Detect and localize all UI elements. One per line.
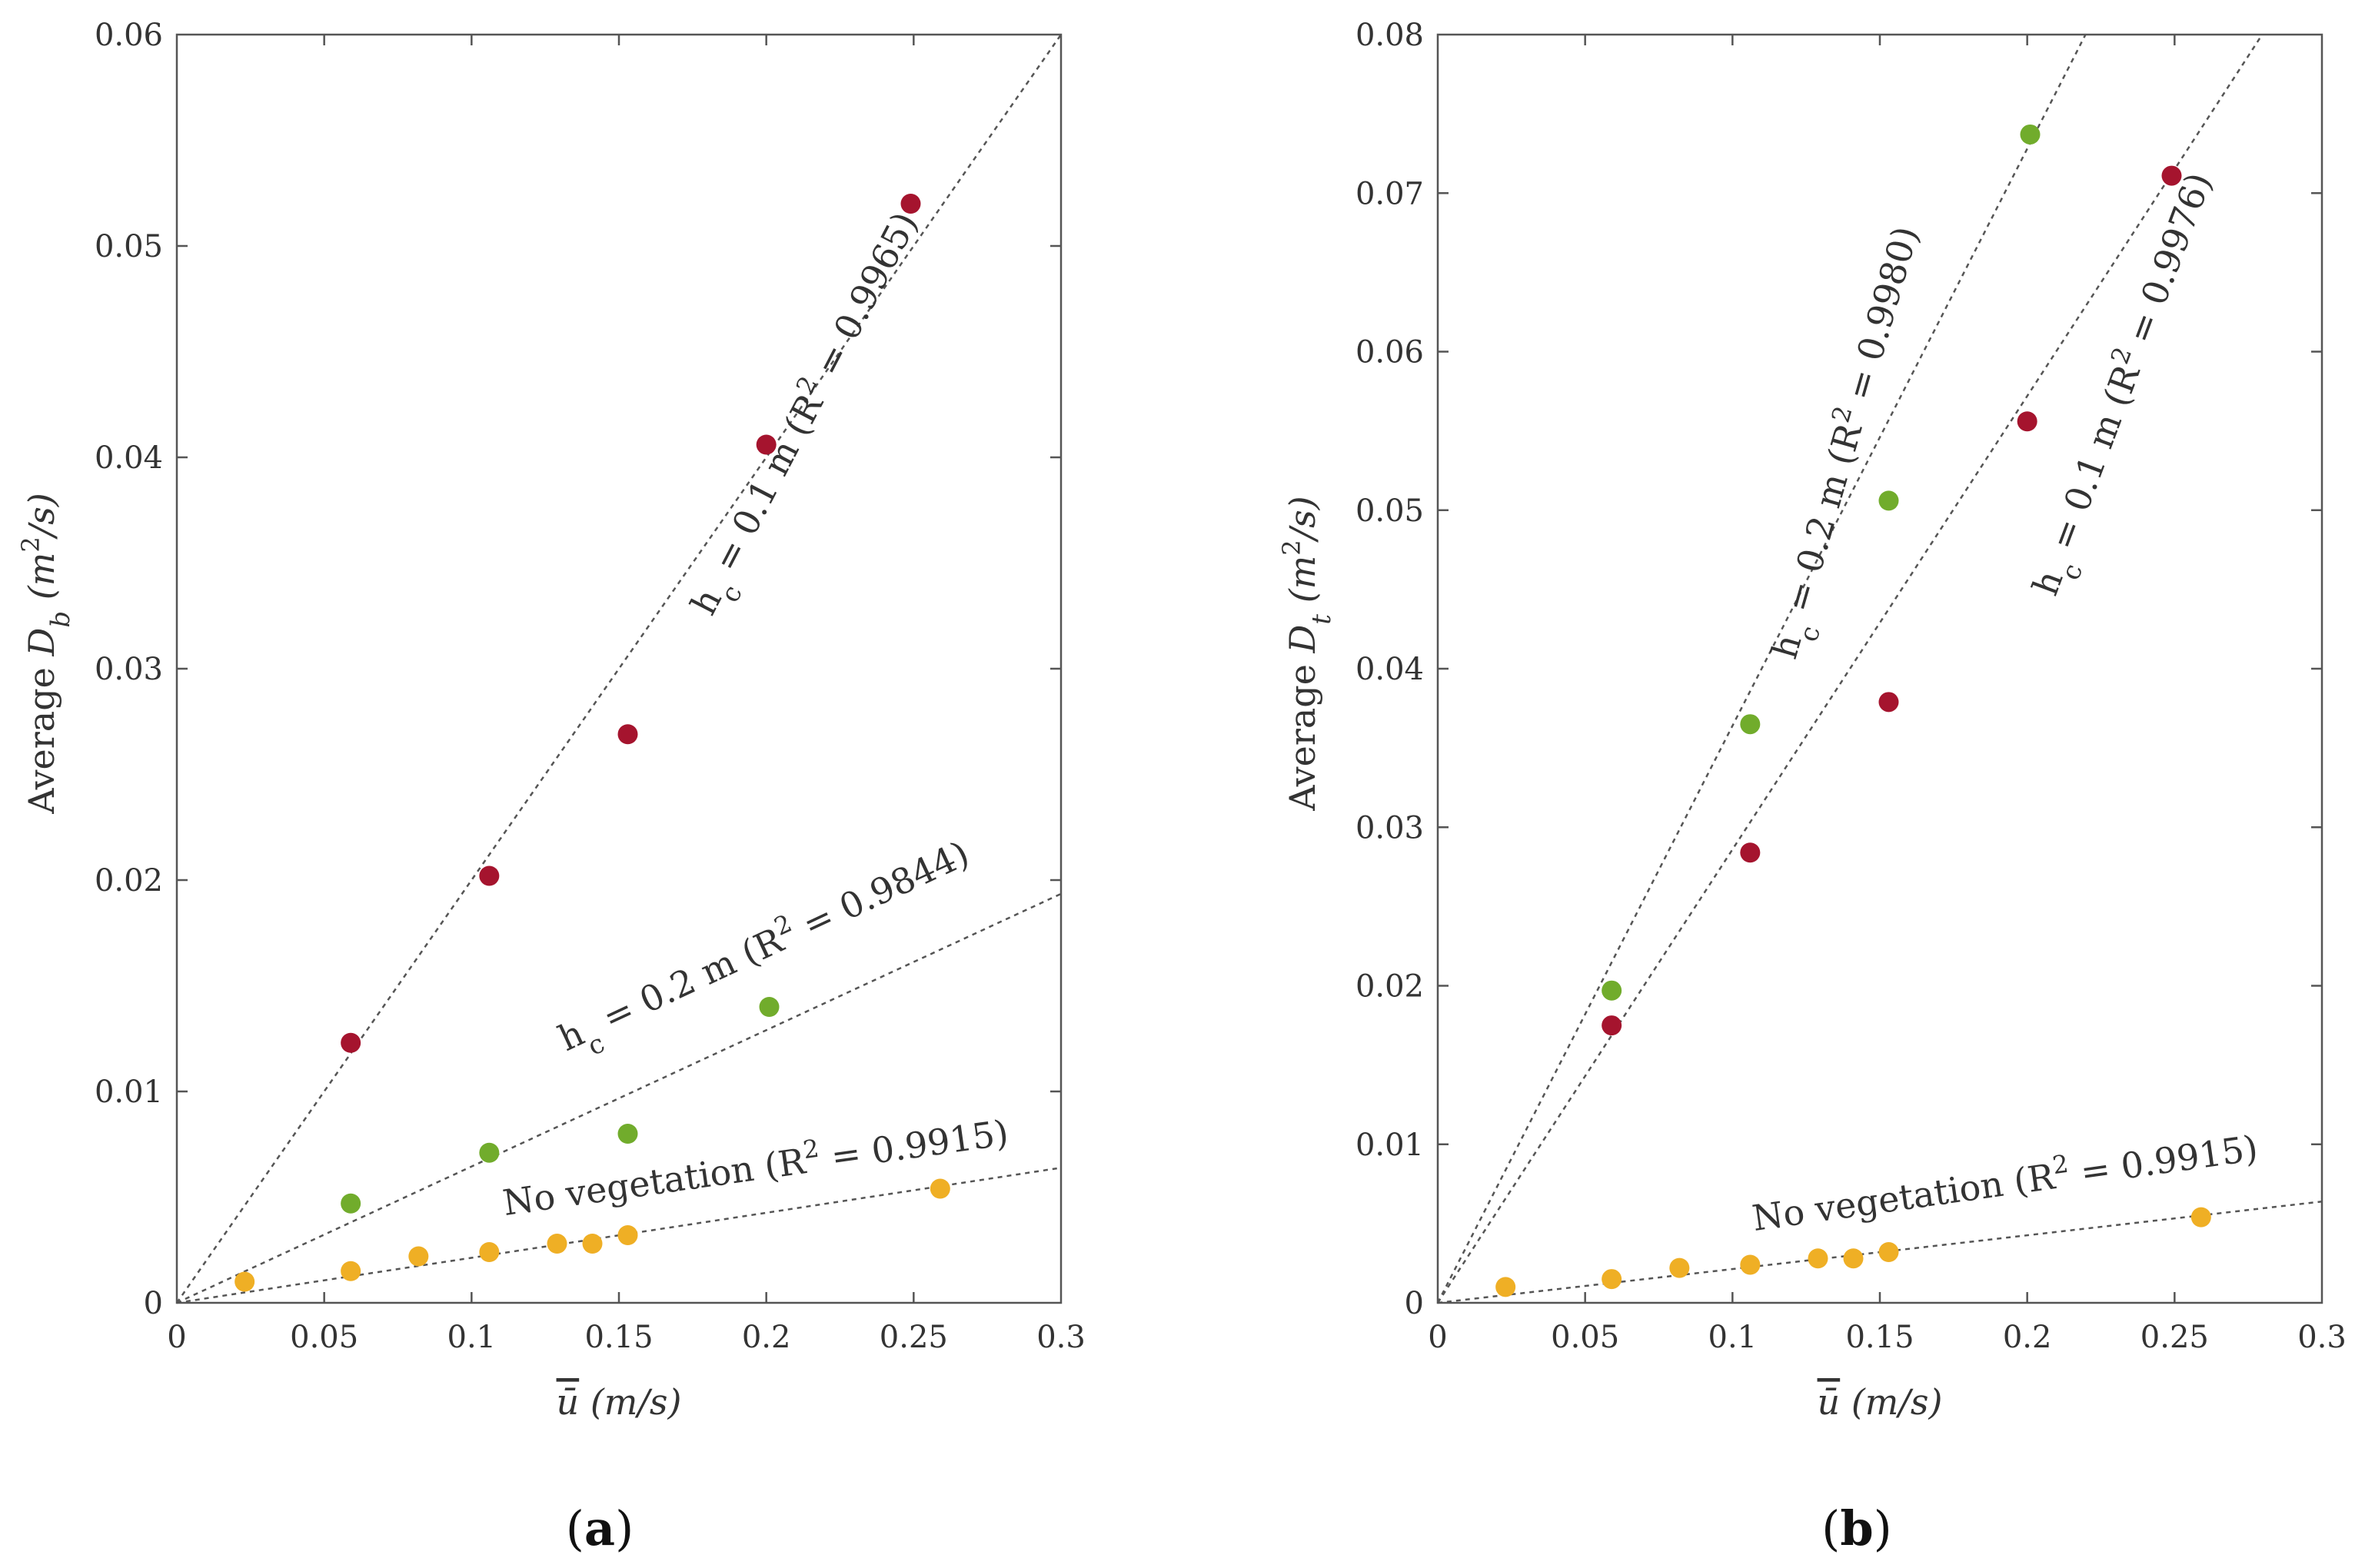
x-tick-label: 0.25 bbox=[2140, 1320, 2209, 1355]
y-tick-label: 0.04 bbox=[1355, 652, 1424, 687]
data-point-series-1 bbox=[341, 1032, 361, 1053]
data-point-series-3 bbox=[1843, 1248, 1864, 1269]
data-point-series-3 bbox=[617, 1225, 638, 1245]
x-tick-label: 0.05 bbox=[290, 1320, 358, 1355]
fit-label-1: hc = 0.1 m (R2 = 0.9976) bbox=[2020, 165, 2233, 606]
y-tick-label: 0.05 bbox=[95, 229, 163, 264]
data-point-series-3 bbox=[1878, 1242, 1899, 1262]
y-tick-label: 0.02 bbox=[1355, 969, 1424, 1005]
data-point-series-1 bbox=[1740, 842, 1761, 863]
y-tick-label: 0.05 bbox=[1355, 493, 1424, 529]
chart-panel-b: 0 0.05 0.1 0.15 0.2 0.25 0.3 0 0.01 0.02 0.03 0.04 0… bbox=[1277, 18, 2347, 1556]
y-tick-label: 0.03 bbox=[1355, 810, 1424, 845]
y-tick-label: 0 bbox=[1405, 1286, 1424, 1321]
x-tick-label: 0.15 bbox=[584, 1320, 653, 1355]
x-tick-label: 0.3 bbox=[1036, 1320, 1086, 1355]
x-tick-label: 0.1 bbox=[1708, 1320, 1758, 1355]
data-point-series-1 bbox=[617, 724, 638, 745]
data-point-series-1 bbox=[1878, 692, 1899, 713]
fit-label-2: hc = 0.2 m (R2 = 0.9844) bbox=[550, 829, 981, 1072]
y-tick-label: 0.06 bbox=[95, 18, 163, 53]
fit-line-2 bbox=[1436, 34, 2087, 1304]
y-tick-label: 0.01 bbox=[95, 1075, 163, 1110]
data-point-series-3 bbox=[547, 1234, 567, 1254]
data-point-series-2 bbox=[617, 1124, 638, 1144]
chart-panel-a: 0 0.05 0.1 0.15 0.2 0.25 0.3 0 0.01 0.02 0.03 0.04 0… bbox=[16, 18, 1086, 1556]
fit-line-2 bbox=[176, 892, 1062, 1304]
x-tick-label: 0.2 bbox=[742, 1320, 791, 1355]
data-point-series-3 bbox=[408, 1246, 429, 1267]
fit-label-3: No vegetation (R2 = 0.9915) bbox=[1749, 1122, 2260, 1239]
data-point-series-2 bbox=[1602, 980, 1622, 1001]
panel-label: (b) bbox=[1821, 1500, 1892, 1556]
data-point-series-3 bbox=[1669, 1257, 1690, 1278]
data-point-series-2 bbox=[1740, 714, 1761, 735]
fit-line-1 bbox=[175, 34, 1063, 1304]
y-tick-label: 0.08 bbox=[1355, 18, 1424, 53]
x-tick-label: 0.1 bbox=[447, 1320, 497, 1355]
data-point-series-1 bbox=[479, 865, 500, 886]
data-point-series-2 bbox=[1878, 490, 1899, 511]
data-point-series-3 bbox=[1808, 1248, 1828, 1269]
data-point-series-3 bbox=[479, 1242, 500, 1262]
data-point-series-3 bbox=[930, 1178, 950, 1199]
y-tick-label: 0.06 bbox=[1355, 335, 1424, 370]
data-point-series-3 bbox=[235, 1271, 255, 1292]
fit-label-3: No vegetation (R2 = 0.9915) bbox=[500, 1107, 1011, 1224]
y-tick-label: 0 bbox=[144, 1286, 163, 1321]
x-tick-label: 0 bbox=[1428, 1320, 1447, 1355]
data-point-series-3 bbox=[1740, 1254, 1761, 1275]
x-tick-label: 0.15 bbox=[1845, 1320, 1914, 1355]
x-tick-label: 0.25 bbox=[880, 1320, 948, 1355]
data-point-series-3 bbox=[1602, 1269, 1622, 1290]
y-tick-label: 0.04 bbox=[95, 440, 163, 476]
x-tick-label: 0.2 bbox=[2003, 1320, 2052, 1355]
y-tick-label: 0.07 bbox=[1355, 176, 1424, 211]
y-tick-label: 0.01 bbox=[1355, 1128, 1424, 1163]
y-tick-label: 0.03 bbox=[95, 652, 163, 687]
y-axis-label: Average Db (m2/s) bbox=[16, 493, 76, 815]
y-tick-label: 0.02 bbox=[95, 863, 163, 899]
fit-line-1 bbox=[1436, 34, 2264, 1304]
x-tick-label: 0.3 bbox=[2297, 1320, 2347, 1355]
x-axis-label: ū (m/s) bbox=[1818, 1381, 1943, 1423]
data-point-series-2 bbox=[759, 997, 780, 1017]
x-axis-label: ū (m/s) bbox=[557, 1381, 682, 1423]
x-tick-label: 0.05 bbox=[1551, 1320, 1619, 1355]
data-point-series-1 bbox=[756, 434, 777, 455]
fit-label-1: hc = 0.1 m (R2 = 0.9965) bbox=[678, 203, 938, 627]
fit-label-2: hc = 0.2 m (R2 = 0.9980) bbox=[1759, 221, 1940, 667]
data-point-series-1 bbox=[2161, 165, 2182, 186]
data-point-series-1 bbox=[900, 194, 921, 214]
data-point-series-2 bbox=[2020, 124, 2041, 145]
x-tick-label: 0 bbox=[167, 1320, 186, 1355]
data-point-series-1 bbox=[1602, 1015, 1622, 1036]
data-point-series-3 bbox=[2190, 1207, 2211, 1227]
data-point-series-2 bbox=[479, 1142, 500, 1163]
data-point-series-2 bbox=[341, 1193, 361, 1214]
data-point-series-3 bbox=[582, 1234, 603, 1254]
y-axis-label: Average Dt (m2/s) bbox=[1277, 496, 1337, 811]
data-point-series-3 bbox=[341, 1261, 361, 1281]
panel-label: (a) bbox=[566, 1500, 634, 1556]
data-point-series-1 bbox=[2017, 411, 2037, 432]
data-point-series-3 bbox=[1495, 1277, 1516, 1297]
